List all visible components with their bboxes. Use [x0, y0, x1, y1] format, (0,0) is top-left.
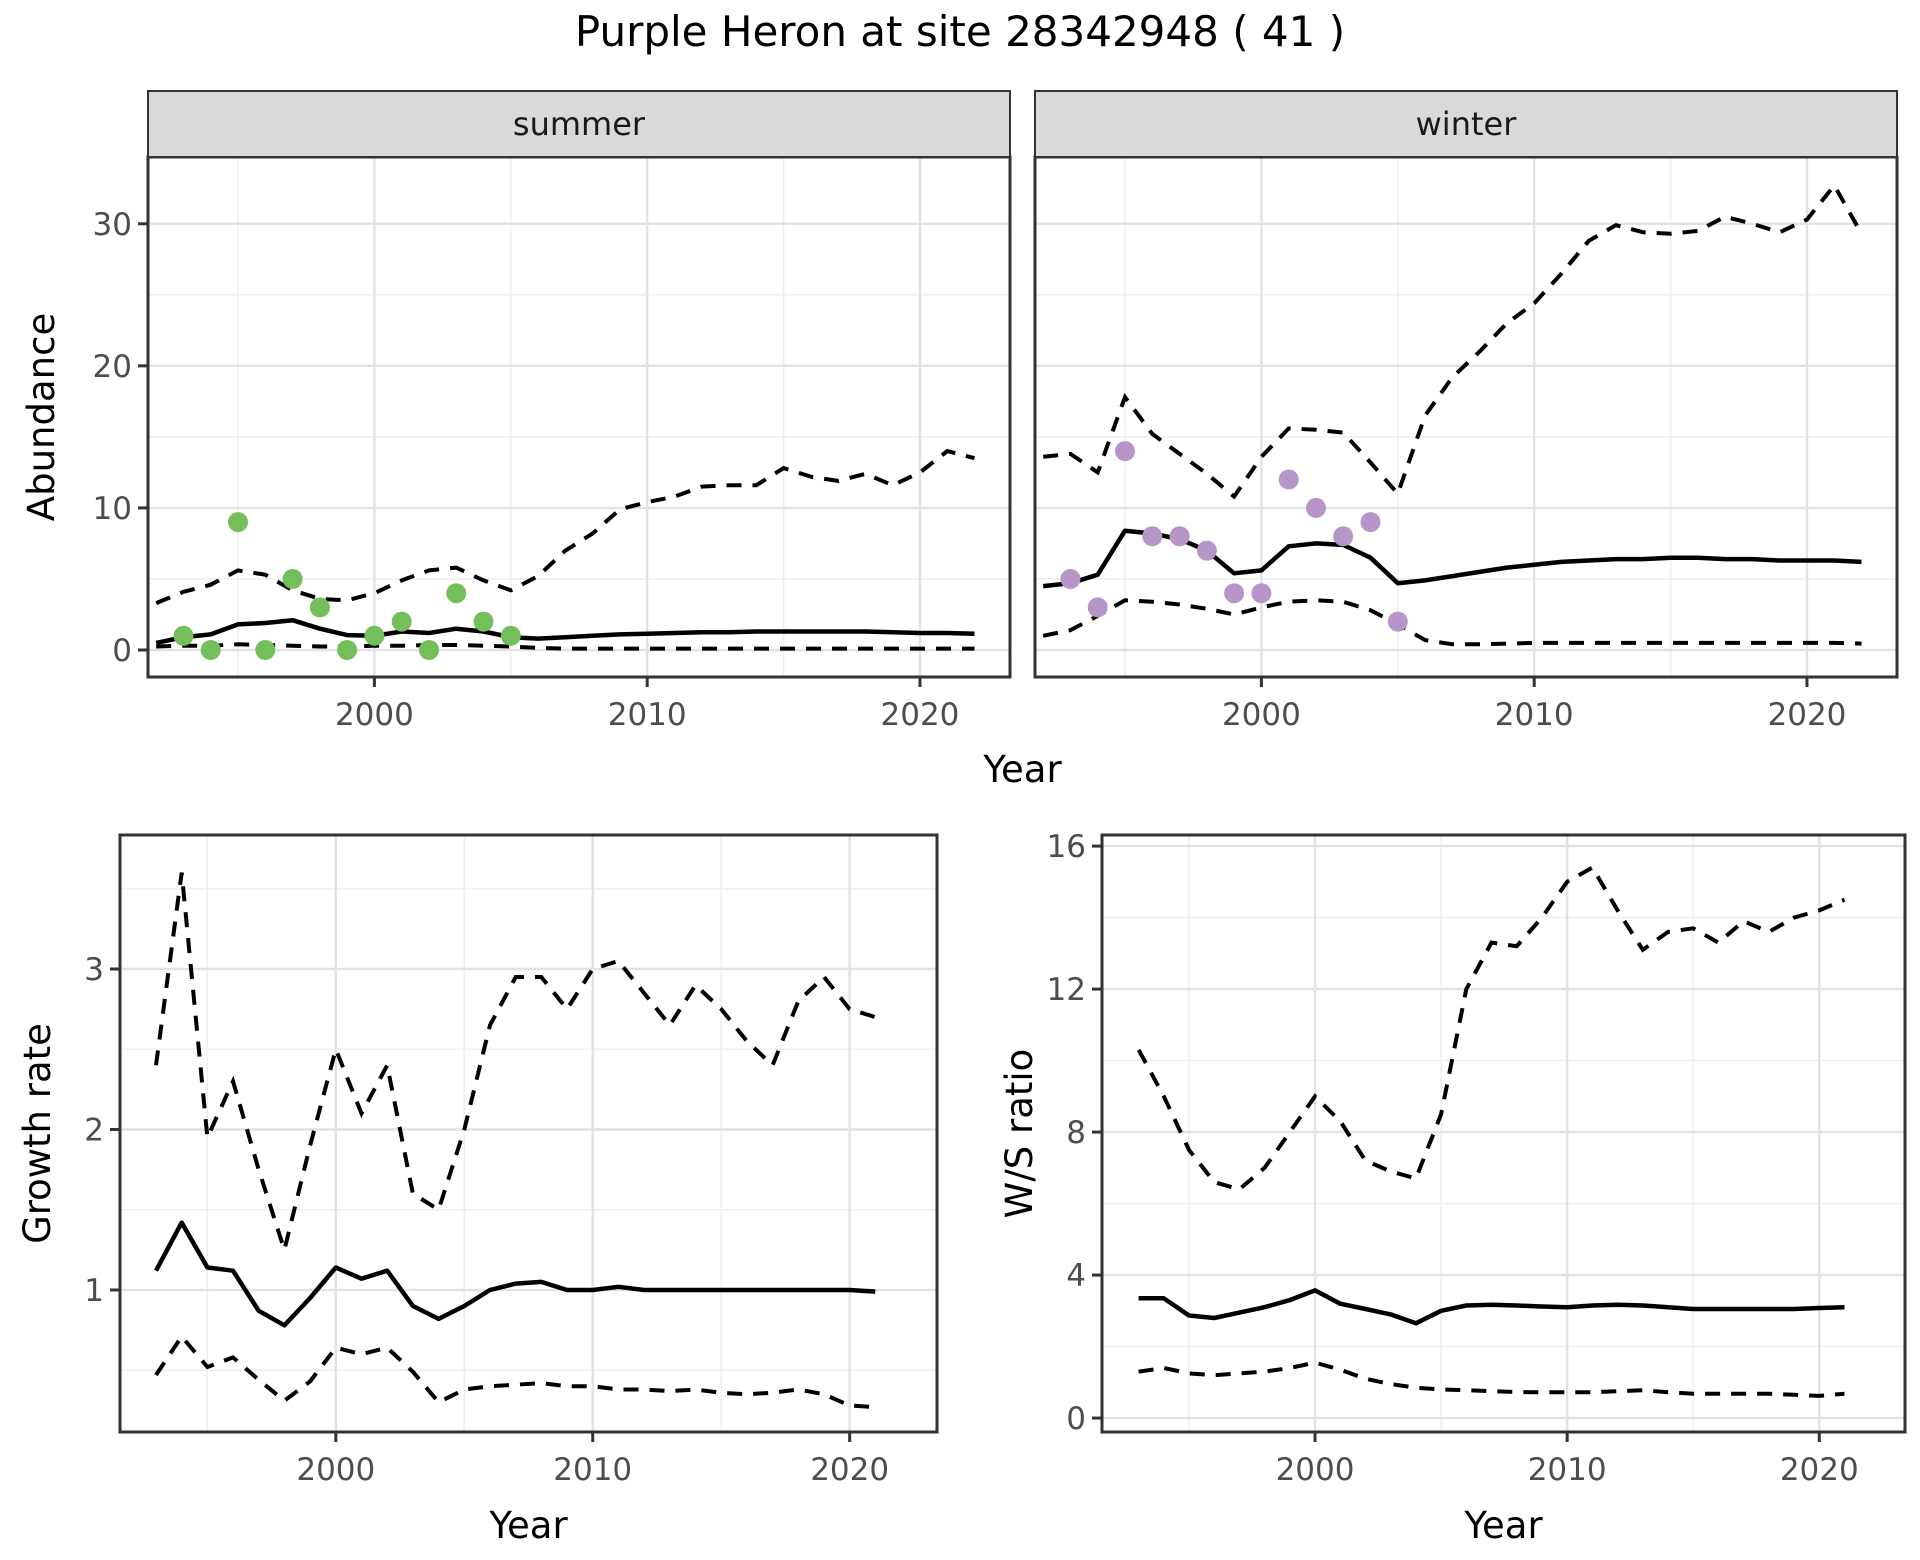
growth-y-axis-title: Growth rate — [16, 1023, 59, 1244]
x-tick-label: 2010 — [553, 1452, 632, 1488]
grid-minor — [1102, 835, 1905, 1432]
panel-summer: summer 2000 2010 2020 0 10 20 30 — [93, 90, 1012, 733]
facet-strip — [1034, 90, 1898, 158]
grid-minor — [120, 835, 937, 1432]
ci-upper-line — [1042, 181, 1864, 500]
observed-point — [1115, 441, 1135, 462]
growth-x-axis-title: Year — [488, 1504, 568, 1547]
panel-background — [1102, 835, 1905, 1432]
observed-point — [391, 611, 412, 632]
y-tick-label: 12 — [1047, 972, 1086, 1008]
observed-point — [228, 512, 248, 533]
observed-point — [1306, 497, 1326, 518]
observed-point — [1333, 526, 1354, 547]
ci-upper-line — [154, 872, 876, 1258]
observed-point — [282, 569, 303, 589]
ws-x-axis-title: Year — [1463, 1504, 1543, 1547]
panel-winter: winter 2000 2010 2020 — [1033, 90, 1899, 733]
ci-lower-line — [1138, 1360, 1845, 1398]
observed-point — [473, 611, 494, 632]
observed-point — [1251, 583, 1272, 604]
observed-point — [309, 597, 330, 618]
facet-strip — [147, 90, 1011, 158]
y-tick-label: 3 — [84, 952, 104, 988]
panel-background — [1035, 157, 1897, 677]
y-tick-label: 8 — [1066, 1115, 1086, 1151]
x-tick-label: 2010 — [1495, 697, 1574, 733]
ci-upper-line — [155, 448, 976, 605]
x-tick-label: 2000 — [296, 1452, 375, 1488]
y-tick-label: 1 — [84, 1273, 104, 1309]
observed-point — [1278, 469, 1299, 490]
observed-point — [1142, 526, 1163, 547]
x-tick-label: 2010 — [1528, 1452, 1607, 1488]
x-tick-label: 2020 — [810, 1452, 889, 1488]
x-tick-label: 2020 — [1780, 1452, 1859, 1488]
median-line — [155, 617, 975, 646]
chart-title: Purple Heron at site 28342948 ( 41 ) — [574, 7, 1346, 56]
y-tick-label: 2 — [84, 1112, 104, 1148]
grid-major — [1102, 835, 1905, 1432]
observed-point — [1196, 540, 1217, 561]
observed-point — [1169, 526, 1190, 547]
observed-point — [1224, 583, 1245, 604]
x-tick-label: 2020 — [1768, 697, 1847, 733]
panel-ws: 2000 2010 2020 0 4 8 12 16 — [1047, 829, 1907, 1488]
y-tick-label: 4 — [1066, 1258, 1086, 1294]
observed-points — [1060, 441, 1408, 632]
y-tick-label: 30 — [93, 207, 132, 243]
observed-points — [173, 512, 521, 660]
observed-point — [500, 625, 521, 646]
observed-point — [446, 583, 467, 604]
top-y-axis-title: Abundance — [20, 313, 63, 521]
observed-point — [200, 640, 221, 660]
x-tick-label: 2000 — [1222, 697, 1301, 733]
observed-point — [255, 640, 276, 660]
observed-point — [364, 625, 385, 646]
top-x-axis-title: Year — [982, 748, 1062, 791]
observed-point — [419, 640, 439, 660]
grid-major — [120, 835, 937, 1432]
median-line — [154, 1220, 876, 1328]
facet-strip-label: summer — [513, 105, 646, 143]
panel-border — [118, 833, 939, 1434]
y-tick-label: 10 — [93, 491, 132, 527]
y-tick-label: 20 — [93, 349, 132, 385]
x-tick-label: 2000 — [1276, 1452, 1355, 1488]
y-tick-label: 0 — [1066, 1401, 1086, 1437]
observed-point — [1387, 611, 1408, 632]
grid-minor — [1035, 157, 1897, 677]
observed-point — [337, 640, 358, 660]
y-tick-label: 16 — [1047, 829, 1086, 865]
y-tick-label: 0 — [112, 633, 132, 669]
ci-upper-line — [1136, 864, 1846, 1192]
ci-lower-line — [154, 1333, 876, 1410]
ci-lower-line — [156, 642, 975, 651]
panel-background — [148, 157, 1010, 677]
observed-point — [1087, 597, 1108, 618]
observed-point — [173, 625, 194, 646]
median-line — [1138, 1288, 1845, 1326]
ws-y-axis-title: W/S ratio — [998, 1049, 1041, 1219]
x-tick-label: 2000 — [335, 697, 414, 733]
facet-strip-label: winter — [1416, 105, 1518, 143]
observed-point — [1060, 569, 1081, 589]
x-tick-label: 2010 — [608, 697, 687, 733]
ci-lower-line — [1042, 598, 1862, 647]
panel-background — [120, 835, 937, 1432]
x-tick-label: 2020 — [881, 697, 960, 733]
observed-point — [1360, 512, 1381, 533]
panel-growth: 2000 2010 2020 1 2 3 — [84, 833, 939, 1488]
